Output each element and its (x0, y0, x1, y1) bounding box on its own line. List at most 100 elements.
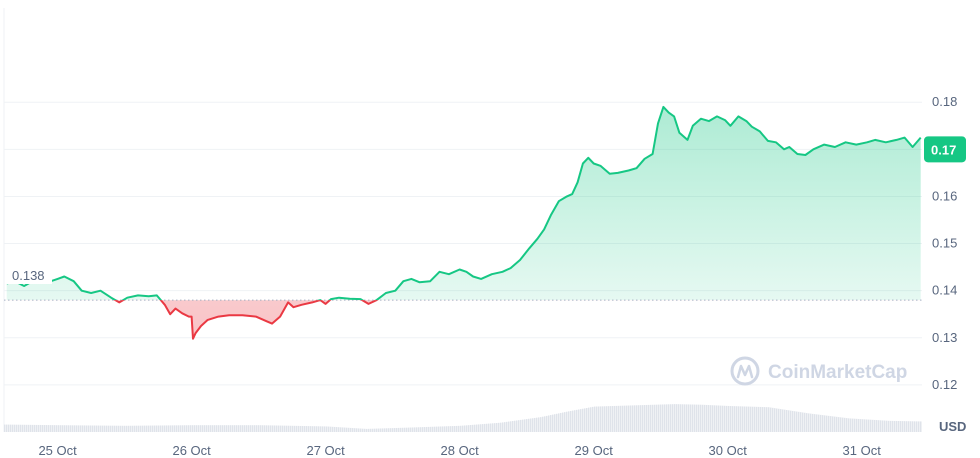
volume-bar (186, 425, 188, 432)
volume-bar (676, 404, 678, 432)
volume-bar (56, 425, 58, 432)
volume-bar (682, 404, 684, 432)
volume-bar (344, 427, 346, 432)
volume-bar (856, 418, 858, 432)
price-line-up (6, 105, 922, 301)
volume-bar (864, 419, 866, 432)
coinmarketcap-logo-icon (730, 356, 760, 386)
volume-bar (412, 427, 414, 432)
volume-bar (694, 404, 696, 432)
volume-bar (792, 410, 794, 432)
volume-bar (426, 426, 428, 432)
volume-bar (648, 404, 650, 432)
volume-bar (540, 417, 542, 432)
volume-bar (652, 404, 654, 432)
volume-bar (668, 404, 670, 432)
volume-bar (502, 422, 504, 432)
volume-bar (90, 425, 92, 432)
volume-bar (380, 428, 382, 432)
current-price-badge (924, 136, 966, 163)
volume-bar (332, 426, 334, 432)
volume-bar (896, 420, 898, 432)
volume-bar (588, 407, 590, 432)
volume-bar (164, 425, 166, 432)
volume-bar (490, 423, 492, 432)
volume-bar (538, 417, 540, 432)
volume-bar (780, 409, 782, 432)
volume-bar (196, 425, 198, 432)
volume-bar (394, 428, 396, 432)
volume-bar (824, 415, 826, 432)
volume-bar (460, 425, 462, 432)
volume-bar (772, 407, 774, 432)
volume-bar (558, 413, 560, 432)
volume-bar (386, 428, 388, 432)
y-axis-unit: USD (939, 419, 966, 434)
volume-bar (546, 415, 548, 432)
volume-bar (4, 424, 6, 432)
volume-bar (152, 425, 154, 432)
volume-bar (596, 406, 598, 432)
volume-bar (360, 428, 362, 432)
volume-bar (422, 427, 424, 432)
volume-bar (820, 414, 822, 432)
volume-bar (840, 417, 842, 432)
volume-bar (404, 427, 406, 432)
volume-bar (210, 425, 212, 432)
volume-bar (688, 404, 690, 432)
volume-bar (280, 425, 282, 432)
volume-bar (784, 409, 786, 432)
volume-bar (716, 405, 718, 432)
volume-bar (400, 427, 402, 432)
volume-bar (698, 404, 700, 432)
volume-bar (476, 424, 478, 432)
volume-bar (402, 427, 404, 432)
volume-bar (308, 426, 310, 432)
volume-bar (416, 427, 418, 432)
volume-bar (732, 406, 734, 432)
volume-bar (680, 404, 682, 432)
volume-bar (580, 409, 582, 432)
volume-bar (720, 405, 722, 432)
volume-bar (662, 404, 664, 432)
volume-bar (600, 406, 602, 432)
volume-bar (504, 422, 506, 432)
baseline-label-bg (6, 266, 52, 284)
volume-bar (704, 404, 706, 432)
volume-bar (882, 420, 884, 432)
x-tick-label: 28 Oct (441, 443, 480, 458)
volume-bar (752, 406, 754, 432)
volume-bar (20, 424, 22, 432)
volume-bar (474, 424, 476, 432)
volume-bar (586, 407, 588, 432)
volume-bar (18, 424, 20, 432)
volume-bar (500, 422, 502, 432)
volume-bar (566, 411, 568, 432)
volume-bar (634, 405, 636, 432)
volume-bar (84, 425, 86, 432)
volume-bar (166, 425, 168, 432)
volume-bar (392, 428, 394, 432)
volume-bar (46, 425, 48, 432)
volume-bar (748, 406, 750, 432)
volume-bar (442, 426, 444, 432)
volume-bar (578, 409, 580, 432)
volume-bar (862, 419, 864, 432)
volume-bar (674, 404, 676, 432)
volume-bar (206, 425, 208, 432)
volume-bar (102, 425, 104, 432)
volume-bar (550, 415, 552, 432)
volume-bar (430, 426, 432, 432)
volume-bar (42, 424, 44, 432)
volume-bar (512, 421, 514, 432)
volume-bar (696, 404, 698, 432)
volume-bar (16, 424, 18, 432)
x-tick-label: 30 Oct (709, 443, 748, 458)
volume-bar (424, 427, 426, 432)
volume-bar (456, 425, 458, 432)
volume-bar (44, 425, 46, 432)
volume-bar (348, 427, 350, 432)
volume-bar (180, 425, 182, 432)
volume-bar (878, 420, 880, 432)
volume-bar (94, 425, 96, 432)
